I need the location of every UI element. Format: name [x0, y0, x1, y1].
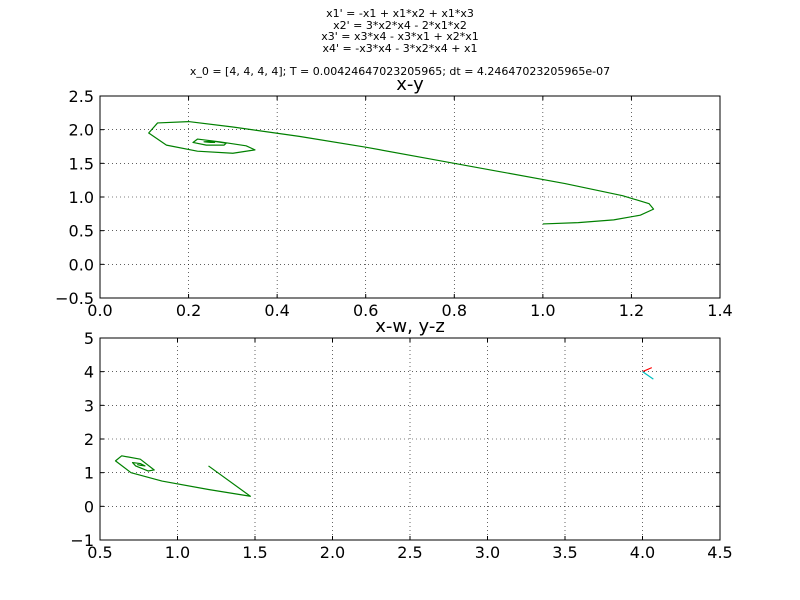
- y-tick-label: 2: [84, 430, 94, 449]
- chart-1: 0.0 0.2 0.4 0.6 0.8 1.0 1.2 1.4−0.50.00.51.01.5…: [55, 74, 733, 320]
- x-tick-label: 0.2: [176, 301, 201, 320]
- x-tick-label: 2.5: [397, 543, 422, 562]
- x-tick-label: 2.0: [320, 543, 345, 562]
- x-tick-label: 0.6: [353, 301, 378, 320]
- x-tick-label: 1.2: [619, 301, 644, 320]
- y-tick-label: 1.5: [69, 154, 94, 173]
- y-tick-label: 5: [84, 329, 94, 348]
- chart-title: x-w, y-z: [375, 316, 445, 337]
- y-tick-label: 4: [84, 363, 94, 382]
- params-line: x_0 = [4, 4, 4, 4]; T = 0.00424647023205…: [189, 64, 611, 78]
- chart-title: x-y: [396, 74, 424, 95]
- y-tick-label: 1.0: [69, 188, 94, 207]
- x-tick-label: 0.4: [264, 301, 289, 320]
- y-tick-label: 2.0: [69, 121, 94, 140]
- x-tick-label: 0.5: [87, 543, 112, 562]
- chart-2: 0.5 1.0 1.5 2.0 2.5 3.0 3.5 4.0 4.5 −1 0 1 2 3 4 5 x-w, …: [70, 316, 732, 562]
- y-tick-label: −0.5: [55, 289, 94, 308]
- equation-4: x4' = -x3*x4 - 3*x2*x4 + x1: [322, 41, 478, 55]
- series-line-2: [642, 367, 653, 373]
- y-tick-label: −1: [70, 531, 94, 550]
- y-tick-label: 0.5: [69, 222, 94, 241]
- figure-header: x1' = -x1 + x1*x2 + x1*x3 x2' = 3*x2*x4 …: [0, 8, 800, 78]
- y-tick-label: 2.5: [69, 87, 94, 106]
- equation-1: x1' = -x1 + x1*x2 + x1*x3: [326, 7, 474, 20]
- series-line-1: [148, 120, 655, 225]
- x-tick-label: 1.4: [707, 301, 732, 320]
- y-tick-label: 3: [84, 396, 94, 415]
- x-tick-label: 0.8: [442, 301, 467, 320]
- y-tick-label: 1: [84, 464, 94, 483]
- x-tick-label: 1.5: [242, 543, 267, 562]
- x-tick-label: 3.5: [552, 543, 577, 562]
- x-tick-label: 1.0: [530, 301, 555, 320]
- x-tick-label: 3.0: [475, 543, 500, 562]
- equation-3: x3' = x3*x4 - x3*x1 + x2*x1: [321, 30, 479, 44]
- series-line-1: [114, 455, 251, 497]
- y-tick-label: 0: [84, 497, 94, 516]
- series-line-3: [642, 371, 654, 380]
- equation-2: x2' = 3*x2*x4 - 2*x1*x2: [333, 18, 467, 32]
- x-tick-label: 4.5: [707, 543, 732, 562]
- y-tick-label: 0.0: [69, 255, 94, 274]
- x-tick-label: 0.0: [87, 301, 112, 320]
- x-tick-label: 4.0: [630, 543, 655, 562]
- x-tick-label: 1.0: [165, 543, 190, 562]
